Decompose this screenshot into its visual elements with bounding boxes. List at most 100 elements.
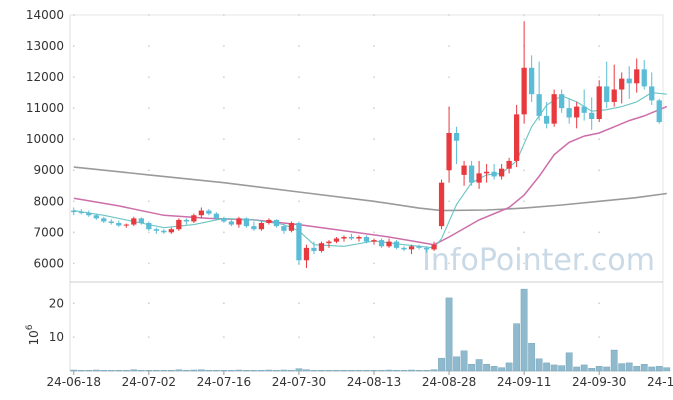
grid-dot (222, 14, 225, 16)
grid-dot (598, 302, 601, 305)
volume-bar (430, 369, 438, 372)
candle-body (604, 86, 610, 102)
candle-body (559, 94, 565, 109)
candle-body (138, 218, 144, 224)
watermark: InfoPointer.com (422, 243, 655, 278)
grid-dot (448, 76, 450, 78)
volume-bar (175, 369, 183, 372)
grid-dot (72, 45, 75, 47)
grid-dot (448, 200, 450, 203)
candle-body (341, 236, 347, 239)
volume-bar (558, 365, 566, 372)
grid-dot (147, 14, 150, 16)
axes: 6000 7000 8000 9000 10000 11000 12000 13000 1400… (25, 8, 673, 389)
grid-dot (298, 76, 300, 78)
grid-dot (298, 302, 300, 305)
x-tick-label: 24-07-16 (197, 375, 251, 389)
volume-bar (77, 370, 85, 372)
candle-body (356, 236, 362, 239)
grid-dot (298, 107, 300, 110)
candle-body (348, 236, 355, 239)
volume-bar (310, 370, 318, 372)
volume-bar (490, 366, 498, 372)
grid-dot (147, 45, 150, 47)
volume-bar (543, 362, 551, 372)
grid-dot (147, 231, 150, 234)
candle-body (529, 67, 535, 95)
grid-dot (222, 200, 225, 203)
candle-body (453, 132, 460, 141)
grid-dot (598, 14, 601, 16)
grid-dot (72, 138, 75, 141)
volume-bar (655, 366, 663, 372)
price-tick-label: 9000 (33, 163, 64, 177)
grid-dot (448, 262, 450, 265)
candle-body (656, 100, 662, 123)
volume-bar (340, 370, 348, 372)
candle-body (371, 240, 377, 242)
candle-body (649, 86, 655, 101)
grid-dot (147, 107, 150, 110)
volume-bar (438, 357, 445, 372)
candle-body (93, 215, 99, 219)
volume-bar (460, 350, 468, 372)
price-tick-label: 6000 (33, 256, 64, 270)
candle-body (408, 246, 415, 250)
candle-body (536, 94, 542, 116)
grid-dot (598, 76, 601, 78)
candle-body (191, 215, 197, 222)
volume-bar (385, 369, 393, 372)
grid-dot (523, 262, 526, 265)
grid-dot (448, 14, 450, 16)
x-tick-label: 24-07-02 (122, 375, 176, 389)
candle-body (303, 247, 310, 261)
candle-body (108, 221, 114, 224)
candle-body (183, 219, 189, 222)
candle-body (468, 165, 475, 183)
volume-bar (235, 369, 243, 372)
grid-dot (72, 231, 75, 234)
grid-dot (72, 169, 75, 172)
price-tick-label: 12000 (26, 70, 64, 84)
grid-dot (147, 336, 150, 339)
volume-bar (520, 288, 528, 372)
candle-body (521, 67, 527, 115)
volume-bar (280, 369, 288, 372)
price-tick-label: 13000 (26, 39, 64, 53)
candle-body (491, 171, 497, 177)
volume-bar (273, 370, 280, 372)
volume-bar (355, 370, 363, 372)
price-tick-label: 14000 (26, 8, 64, 22)
grid-dot (598, 231, 601, 234)
candles (71, 21, 662, 269)
candle-body (213, 213, 220, 219)
x-tick-label: 24-09-11 (497, 375, 551, 389)
volume-bar (115, 370, 123, 372)
candle-body (438, 182, 445, 227)
grid-dot (598, 45, 601, 47)
grid-dot (222, 107, 225, 110)
candle-body (131, 218, 137, 225)
ma-short-line (73, 92, 667, 249)
volume-bar (325, 370, 333, 372)
volume-bar (197, 369, 205, 372)
candle-body (581, 106, 587, 113)
grid-dot (147, 302, 150, 305)
candle-body (393, 241, 400, 248)
volume-bar (370, 370, 378, 372)
volume-tick-label: 10 (49, 330, 64, 344)
candle-body (596, 86, 602, 120)
volume-bar (445, 297, 453, 372)
volume-bar (205, 370, 213, 372)
candle-body (318, 243, 325, 251)
volume-bar (92, 369, 100, 372)
grid-dot (147, 200, 150, 203)
x-tick-label: 24-06-18 (47, 375, 101, 389)
volume-bar (415, 370, 423, 372)
volume-bar (295, 368, 303, 372)
grid-dot (373, 107, 375, 110)
candle-body (333, 238, 340, 242)
grid-dot (373, 14, 375, 16)
